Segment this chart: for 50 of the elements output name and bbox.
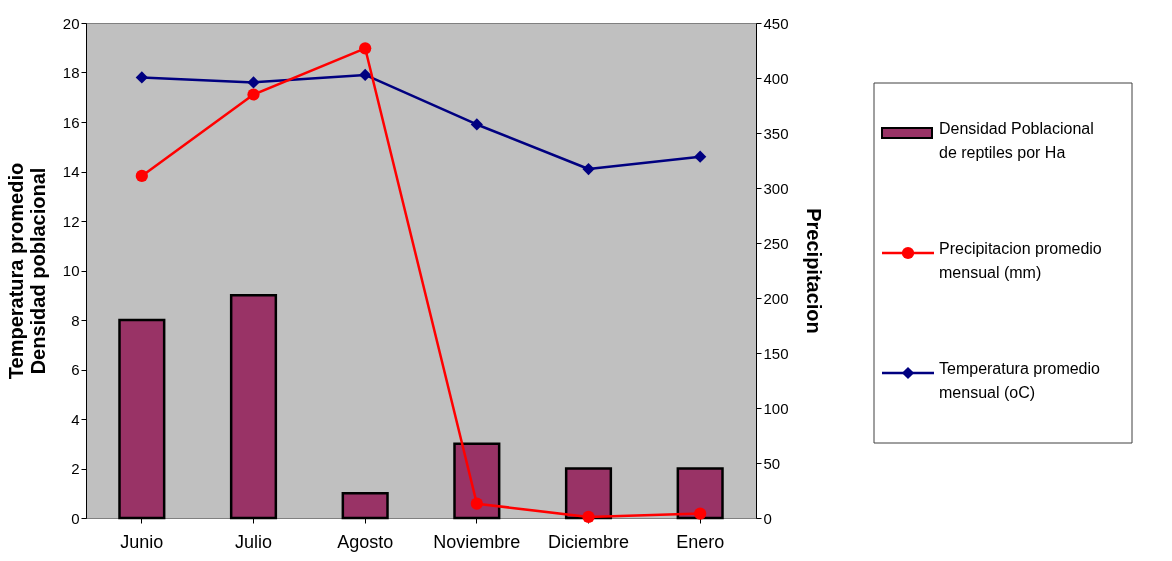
y-tick-label: 12 <box>62 212 80 230</box>
point <box>582 162 595 176</box>
y-tick-label: 0 <box>71 509 80 527</box>
y2-tick-label: 250 <box>763 234 789 252</box>
legend-label: Densidad Poblacional de reptiles por Ha <box>939 120 1094 161</box>
bar <box>453 442 501 520</box>
bar <box>229 294 278 520</box>
point <box>470 118 483 131</box>
point <box>135 169 148 183</box>
bar <box>341 492 389 520</box>
y2-tick-label: 150 <box>763 344 789 362</box>
bar <box>118 318 166 520</box>
y2-tick-label: 400 <box>763 69 789 87</box>
point <box>694 150 707 163</box>
y-tick-label: 20 <box>62 14 80 32</box>
y-tick-label: 10 <box>62 262 80 279</box>
y-tick-label: 6 <box>71 361 80 378</box>
y-tick-label: 4 <box>71 410 80 428</box>
y2-axis-title: Precipitacion <box>802 208 825 334</box>
legend-label: Temperatura promedio mensual (oC) <box>939 360 1101 401</box>
x-tick-label: Enero <box>676 531 725 552</box>
x-tick-label: Agosto <box>337 531 394 552</box>
y-axis-title: Temperatura promedio Densidad poblacional <box>4 162 49 380</box>
x-tick-label: Diciembre <box>547 531 630 552</box>
y2-tick-label: 450 <box>763 14 789 32</box>
y2-tick-label: 0 <box>763 509 772 527</box>
y-tick-label: 8 <box>71 311 80 329</box>
y2-tick-label: 100 <box>763 399 789 417</box>
y-tick-label: 18 <box>62 64 80 81</box>
y-tick-label: 14 <box>62 163 80 180</box>
x-tick-label: Noviembre <box>433 531 521 552</box>
y-tick-label: 16 <box>62 113 80 131</box>
x-tick-label: Junio <box>120 531 164 552</box>
point <box>359 42 372 55</box>
point <box>247 88 260 101</box>
y2-tick-label: 300 <box>763 179 789 197</box>
bar <box>564 467 613 520</box>
y-tick-label: 2 <box>71 460 80 477</box>
point <box>247 76 260 89</box>
point <box>359 68 372 82</box>
y2-tick-label: 50 <box>763 454 781 472</box>
point <box>135 71 148 84</box>
point <box>470 497 483 510</box>
y2-tick-label: 200 <box>763 289 789 307</box>
y2-tick-label: 350 <box>763 124 789 142</box>
legend-label: Precipitacion promedio mensual (mm) <box>939 240 1102 281</box>
x-tick-label: Julio <box>234 531 273 552</box>
point <box>582 510 595 524</box>
point <box>694 507 707 520</box>
bar <box>676 467 724 520</box>
